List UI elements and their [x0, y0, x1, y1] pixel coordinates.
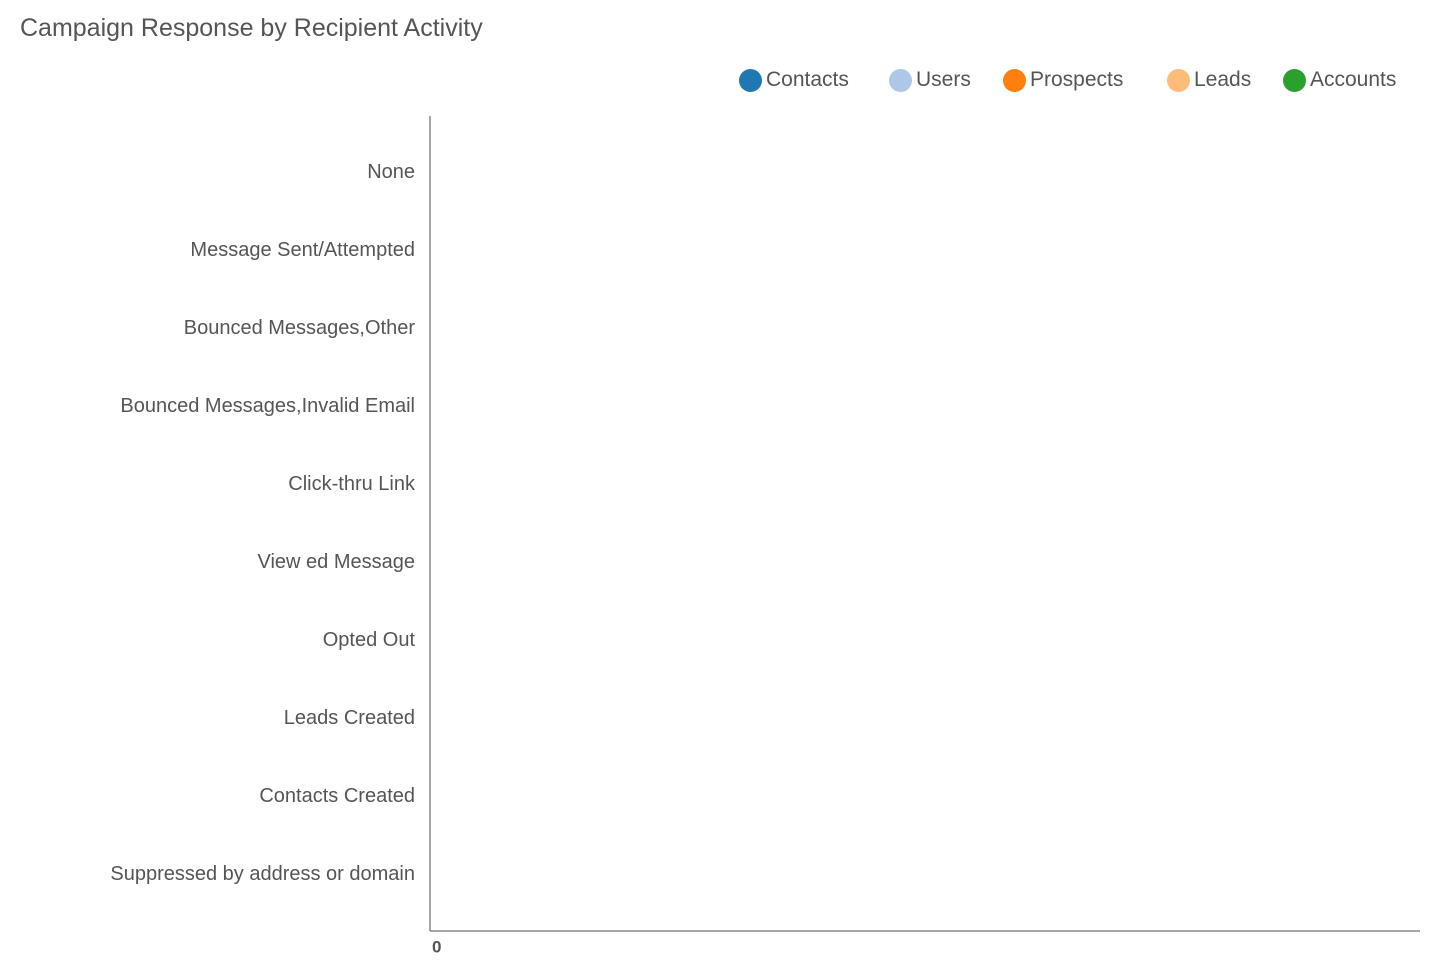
category-label: Contacts Created — [259, 785, 415, 807]
category-label: Opted Out — [323, 629, 416, 651]
category-label: Suppressed by address or domain — [110, 863, 415, 885]
category-label: None — [367, 161, 415, 183]
category-label: Message Sent/Attempted — [190, 239, 415, 261]
legend-label-prospects: Prospects — [1030, 68, 1124, 91]
legend-label-accounts: Accounts — [1310, 68, 1397, 91]
legend-swatch-accounts — [1283, 68, 1306, 92]
legend-item-prospects[interactable]: Prospects — [1003, 64, 1123, 96]
category-label: Bounced Messages,Invalid Email — [120, 395, 415, 417]
legend-item-leads[interactable]: Leads — [1167, 64, 1251, 96]
legend-item-accounts[interactable]: Accounts — [1283, 64, 1396, 96]
legend-swatch-prospects — [1003, 68, 1026, 92]
legend-swatch-contacts — [739, 68, 762, 92]
legend-swatch-users — [889, 68, 912, 92]
chart-title: Campaign Response by Recipient Activity — [20, 14, 483, 42]
category-label: Click-thru Link — [288, 473, 416, 495]
legend-label-contacts: Contacts — [766, 68, 849, 91]
legend-item-users[interactable]: Users — [889, 64, 971, 96]
category-label: Leads Created — [284, 707, 415, 729]
x-tick-label: 0 — [432, 938, 441, 957]
chart-legend: Contacts Users Prospects Leads Accounts — [0, 64, 1440, 96]
legend-label-leads: Leads — [1194, 68, 1252, 91]
category-label: Bounced Messages,Other — [184, 317, 416, 339]
legend-label-users: Users — [916, 68, 971, 91]
category-label: View ed Message — [258, 551, 416, 573]
legend-swatch-leads — [1167, 68, 1190, 92]
legend-item-contacts[interactable]: Contacts — [739, 64, 849, 96]
